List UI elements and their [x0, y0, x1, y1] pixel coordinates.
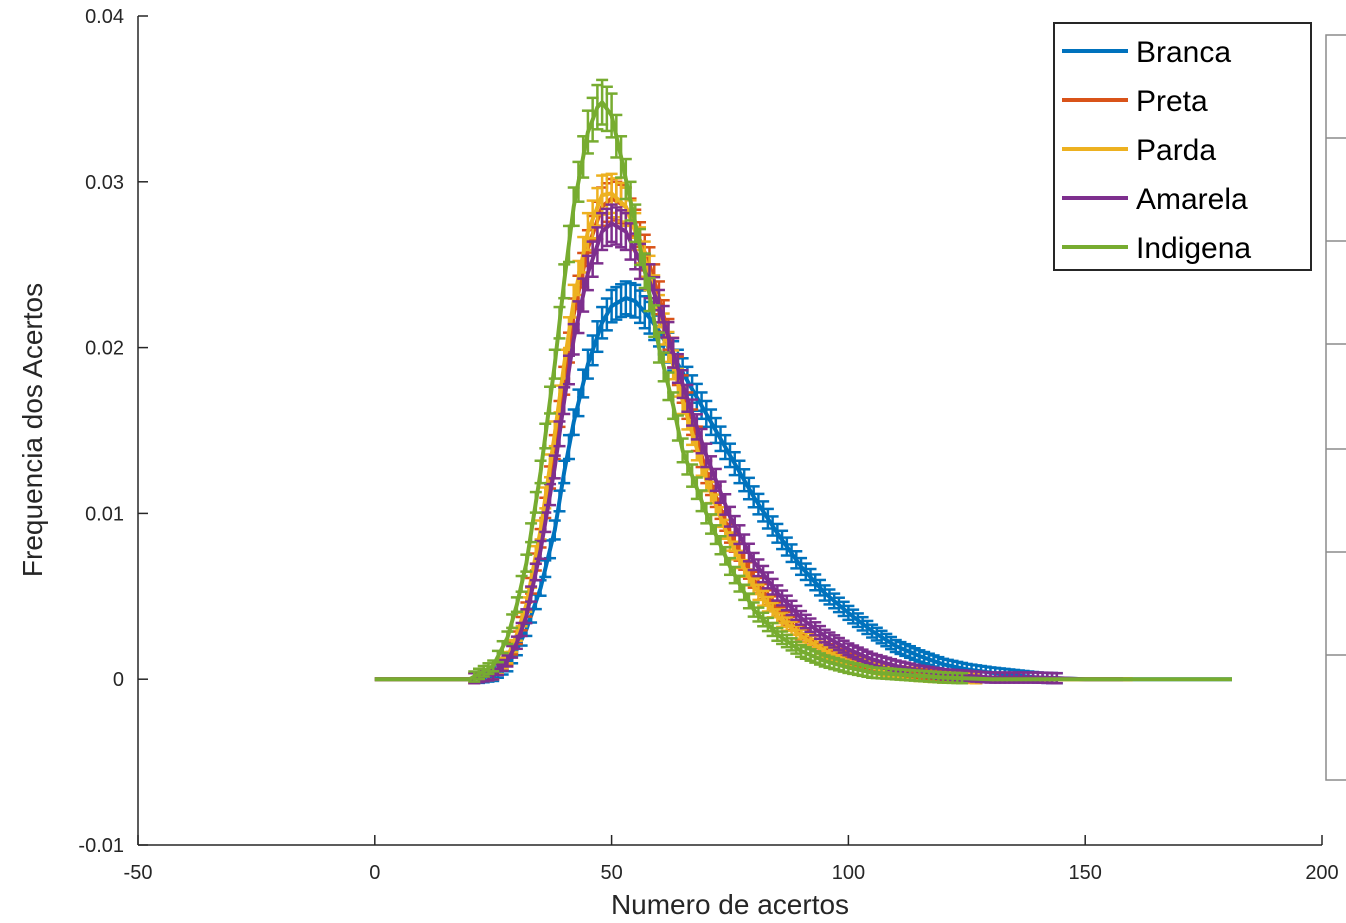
legend-label: Indigena — [1136, 232, 1251, 265]
legend-label: Amarela — [1136, 183, 1248, 216]
legend-label: Branca — [1136, 36, 1231, 69]
x-axis-title: Numero de acertos — [611, 889, 849, 920]
series-layer — [374, 78, 1232, 685]
y-tick-label: 0.01 — [85, 503, 124, 525]
x-tick-label: 150 — [1069, 862, 1102, 884]
y-tick-label: -0.01 — [78, 835, 124, 857]
x-tick-label: 100 — [832, 862, 865, 884]
x-tick-label: 200 — [1305, 862, 1338, 884]
axes — [137, 16, 1322, 846]
series-indigena — [374, 78, 1232, 685]
series-line — [374, 221, 1124, 682]
y-tick-label: 0.04 — [85, 6, 124, 28]
legend-label: Preta — [1136, 85, 1208, 118]
x-tick-label: 0 — [369, 862, 380, 884]
y-tick-label: 0.02 — [85, 338, 124, 360]
legend-label: Parda — [1136, 134, 1216, 167]
cropped-side-panel — [1325, 34, 1346, 781]
y-axis-title: Frequencia dos Acertos — [17, 283, 48, 577]
series-branca — [374, 280, 1232, 685]
x-tick-label: 50 — [600, 862, 622, 884]
x-tick-label: -50 — [124, 862, 153, 884]
y-tick-label: 0.03 — [85, 172, 124, 194]
legend-box — [1053, 22, 1312, 271]
legend: Branca Preta Parda Amarela Indigena — [1053, 22, 1312, 271]
y-tick-label: 0 — [113, 669, 124, 691]
ticks: -50 0 50 100 150 200 -0.01 0 0.01 0.02 0.03 0.04 — [78, 6, 1338, 884]
series-amarela — [374, 203, 1124, 685]
